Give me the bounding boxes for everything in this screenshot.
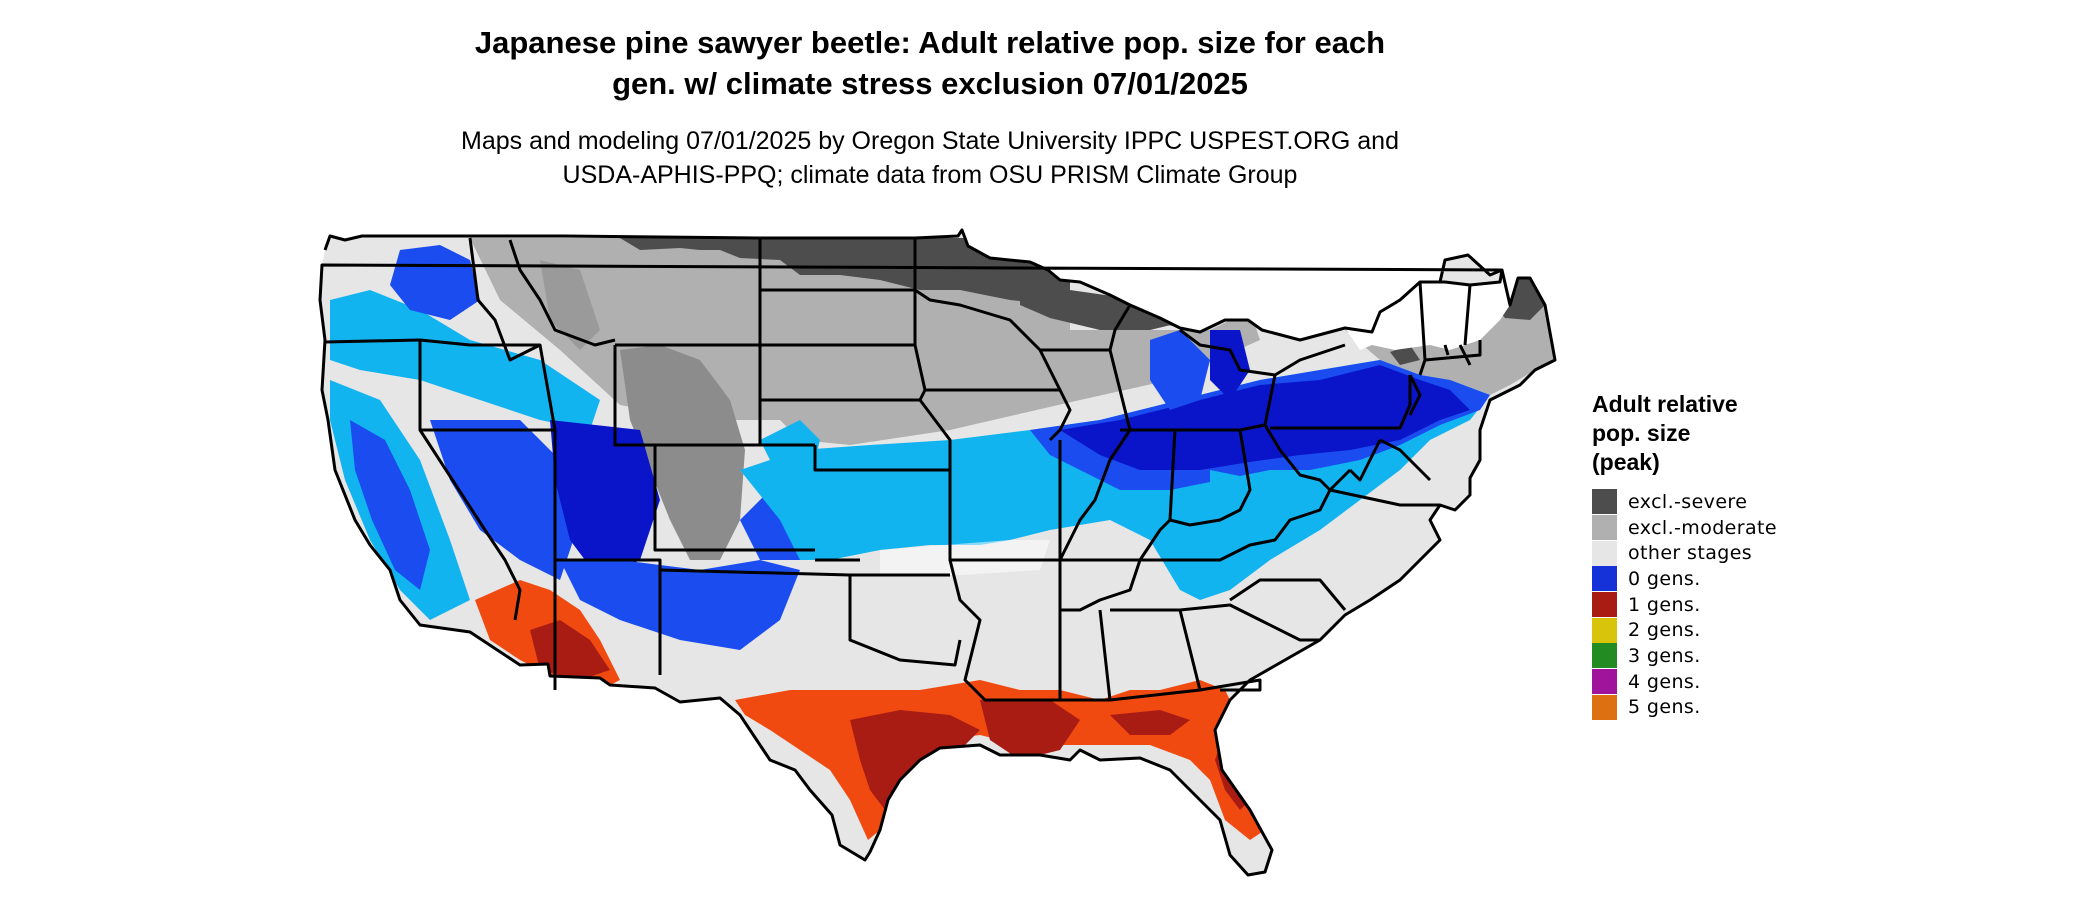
legend-label: 3 gens. bbox=[1628, 644, 1701, 667]
legend-swatch bbox=[1592, 643, 1617, 669]
legend-item: excl.-severe bbox=[1592, 489, 1922, 515]
legend-swatch bbox=[1592, 489, 1617, 515]
map-subtitle-line1: Maps and modeling 07/01/2025 by Oregon S… bbox=[461, 127, 1399, 155]
map-title-line2: gen. w/ climate stress exclusion 07/01/2… bbox=[612, 66, 1248, 101]
map-fill bbox=[320, 230, 1555, 875]
legend-label: 4 gens. bbox=[1628, 670, 1701, 693]
legend-item: 0 gens. bbox=[1592, 566, 1922, 592]
map-subtitle: Maps and modeling 07/01/2025 by Oregon S… bbox=[380, 124, 1480, 192]
map-title-line1: Japanese pine sawyer beetle: Adult relat… bbox=[474, 25, 1386, 60]
map-title: Japanese pine sawyer beetle: Adult relat… bbox=[380, 22, 1480, 104]
legend-label: excl.-moderate bbox=[1628, 516, 1777, 539]
legend-item: 3 gens. bbox=[1592, 643, 1922, 669]
legend-label: other stages bbox=[1628, 542, 1753, 565]
legend-label: 5 gens. bbox=[1628, 696, 1701, 719]
legend-label: 2 gens. bbox=[1628, 619, 1701, 642]
map-subtitle-line2: USDA-APHIS-PPQ; climate data from OSU PR… bbox=[562, 161, 1298, 189]
legend-label: excl.-severe bbox=[1628, 490, 1748, 513]
state-borders bbox=[318, 228, 1557, 877]
legend-swatch bbox=[1592, 617, 1617, 643]
map-legend: Adult relative pop. size (peak) excl.-se… bbox=[1592, 390, 1922, 720]
legend-swatch bbox=[1592, 694, 1617, 720]
legend-item: other stages bbox=[1592, 540, 1922, 566]
legend-item: 5 gens. bbox=[1592, 694, 1922, 721]
legend-label: 0 gens. bbox=[1628, 567, 1701, 590]
legend-item: 2 gens. bbox=[1592, 617, 1922, 643]
legend-title: Adult relative pop. size (peak) bbox=[1592, 390, 1792, 477]
legend-swatch bbox=[1592, 592, 1617, 618]
legend-swatch bbox=[1592, 515, 1617, 541]
legend-swatch bbox=[1592, 540, 1617, 566]
legend-swatch bbox=[1592, 566, 1617, 592]
legend-label: 1 gens. bbox=[1628, 593, 1701, 616]
legend-swatch bbox=[1592, 669, 1617, 695]
legend-items: excl.-severe excl.-moderate other stages 0 … bbox=[1592, 489, 1922, 720]
legend-item: 1 gens. bbox=[1592, 592, 1922, 618]
legend-title-line3: (peak) bbox=[1592, 449, 1660, 475]
legend-item: excl.-moderate bbox=[1592, 515, 1922, 541]
legend-title-line2: pop. size bbox=[1592, 420, 1691, 446]
legend-item: 4 gens. bbox=[1592, 669, 1922, 695]
legend-title-line1: Adult relative bbox=[1592, 391, 1738, 417]
